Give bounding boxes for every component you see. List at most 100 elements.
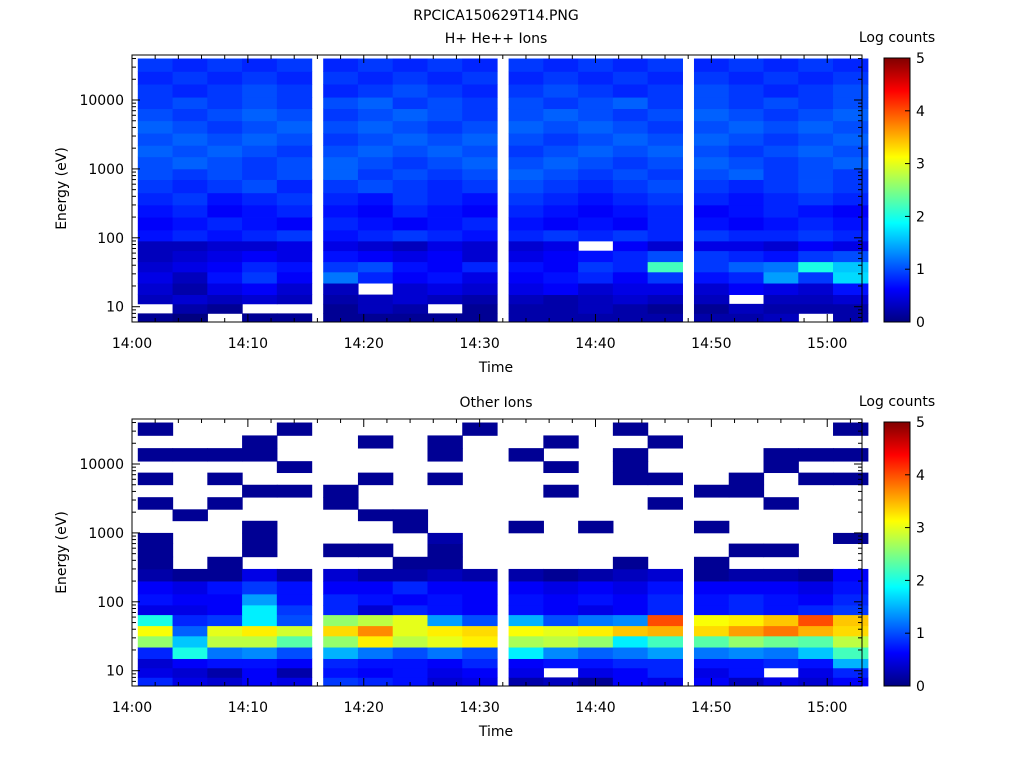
heatmap-cell	[798, 472, 834, 486]
heatmap-cell	[798, 71, 834, 85]
heatmap-cell	[172, 635, 208, 648]
heatmap-cell	[427, 229, 463, 242]
heatmap-cell	[172, 313, 208, 323]
heatmap-cell	[172, 71, 208, 85]
heatmap-cell	[357, 192, 394, 206]
heatmap-cell	[647, 261, 683, 273]
heatmap-cell	[172, 229, 208, 242]
heatmap-cell	[172, 217, 208, 231]
heatmap-cell	[798, 179, 834, 194]
heatmap-cells	[137, 422, 869, 687]
heatmap-cell	[276, 97, 313, 110]
heatmap-cell	[462, 84, 498, 98]
heatmap-cell	[508, 283, 544, 295]
heatmap-cell	[137, 120, 174, 134]
heatmap-cell	[833, 313, 869, 323]
heatmap-cell	[207, 179, 243, 194]
heatmap-cell	[578, 84, 614, 98]
heatmap-cell	[647, 313, 683, 323]
heatmap-cell	[833, 204, 869, 218]
heatmap-cell	[323, 677, 359, 687]
heatmap-cell	[242, 532, 278, 544]
heatmap-cell	[357, 108, 394, 122]
heatmap-cell	[357, 303, 394, 314]
heatmap-cell	[137, 168, 174, 180]
heatmap-cell	[392, 156, 429, 170]
heatmap-cell	[172, 593, 208, 606]
heatmap-cell	[427, 435, 463, 449]
heatmap-cell	[462, 283, 498, 295]
heatmap-cell	[276, 593, 313, 606]
heatmap-cell	[137, 145, 174, 158]
heatmap-cell	[693, 604, 730, 616]
heatmap-cell	[392, 677, 429, 687]
heatmap-cell	[392, 179, 429, 194]
heatmap-cell	[392, 604, 429, 616]
heatmap-cell	[693, 71, 730, 85]
heatmap-cell	[137, 448, 174, 462]
heatmap-cell	[462, 614, 498, 627]
heatmap-cell	[798, 614, 834, 627]
heatmap-cell	[763, 604, 799, 616]
heatmap-cell	[172, 568, 208, 582]
heatmap-cell	[508, 217, 544, 231]
heatmap-cell	[647, 283, 683, 295]
heatmap-cell	[357, 71, 394, 85]
heatmap-cell	[798, 261, 834, 273]
heatmap-cell	[833, 261, 869, 273]
heatmap-cell	[693, 250, 730, 263]
heatmap-cell	[798, 108, 834, 122]
heatmap-cell	[578, 156, 614, 170]
heatmap-cell	[833, 283, 869, 295]
heatmap-cell	[392, 283, 429, 295]
heatmap-cell	[763, 217, 799, 231]
heatmap-cell	[728, 84, 765, 98]
y-tick-label: 100	[97, 231, 124, 247]
y-tick-label: 10000	[79, 457, 124, 473]
heatmap-cell	[763, 581, 799, 595]
heatmap-cell	[543, 303, 579, 314]
heatmap-cell	[728, 133, 765, 146]
heatmap-cell	[508, 647, 544, 659]
heatmap-cell	[763, 71, 799, 85]
heatmap-cell	[357, 593, 394, 606]
heatmap-cell	[543, 217, 579, 231]
heatmap-cell	[693, 667, 730, 678]
heatmap-cell	[693, 520, 730, 534]
heatmap-cell	[392, 58, 429, 72]
heatmap-cell	[427, 204, 463, 218]
heatmap-cell	[693, 568, 730, 582]
heatmap-cell	[612, 192, 649, 206]
panel-title: H+ He++ Ions	[445, 31, 548, 47]
heatmap-cell	[207, 472, 243, 486]
heatmap-cell	[207, 261, 243, 273]
heatmap-cell	[276, 84, 313, 98]
heatmap-cell	[427, 472, 463, 486]
heatmap-cell	[392, 667, 429, 678]
heatmap-cell	[242, 543, 278, 558]
heatmap-cell	[207, 625, 243, 637]
heatmap-cell	[543, 484, 579, 498]
heatmap-cell	[323, 614, 359, 627]
heatmap-cell	[276, 271, 313, 284]
heatmap-cell	[612, 294, 649, 305]
heatmap-cell	[647, 217, 683, 231]
heatmap-cell	[357, 667, 394, 678]
heatmap-cell	[462, 133, 498, 146]
heatmap-cell	[543, 58, 579, 72]
heatmap-cell	[508, 71, 544, 85]
heatmap-cell	[798, 647, 834, 659]
heatmap-cell	[508, 179, 544, 194]
heatmap-cell	[137, 556, 174, 570]
heatmap-cell	[276, 261, 313, 273]
heatmap-cell	[207, 497, 243, 510]
heatmap-cell	[427, 58, 463, 72]
heatmap-cell	[543, 108, 579, 122]
heatmap-cell	[276, 156, 313, 170]
colorbar	[883, 421, 911, 687]
heatmap-cell	[276, 71, 313, 85]
heatmap-cell	[392, 581, 429, 595]
heatmap-cell	[728, 240, 765, 252]
heatmap-cell	[242, 240, 278, 252]
heatmap-cell	[276, 192, 313, 206]
